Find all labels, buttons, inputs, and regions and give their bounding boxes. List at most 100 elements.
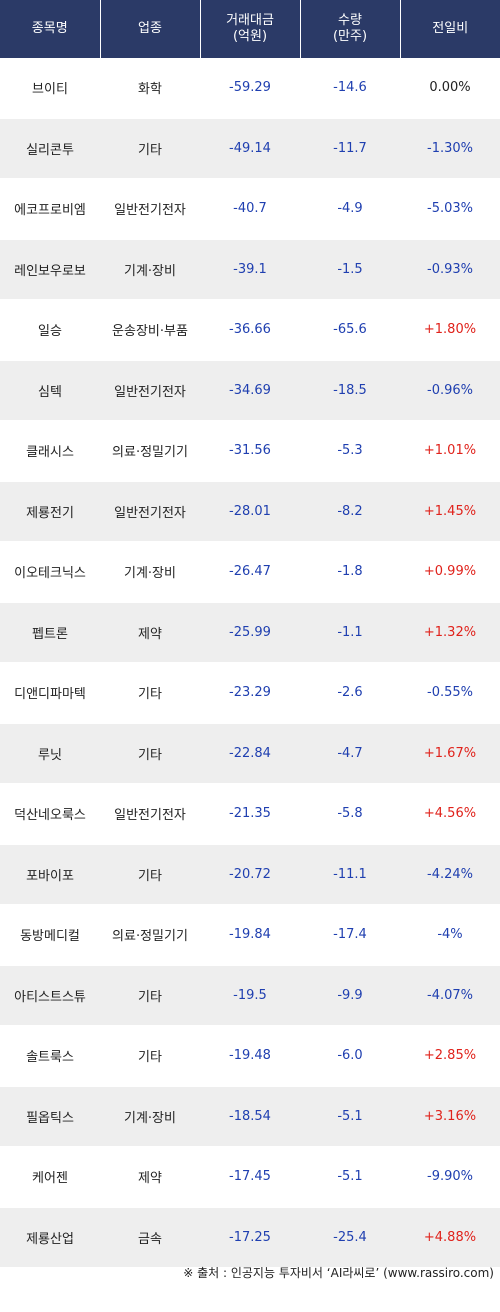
volume-cell: -11.1 <box>300 844 400 905</box>
table-row: 이오테크닉스 기계·장비 -26.47 -1.8 +0.99% <box>0 541 500 603</box>
stock-name-cell: 펩트론 <box>0 602 100 663</box>
sector-cell: 운송장비·부품 <box>100 299 200 361</box>
amount-cell: -22.84 <box>200 723 300 784</box>
sector-cell: 제약 <box>100 602 200 663</box>
stock-name-cell: 이오테크닉스 <box>0 541 100 603</box>
amount-cell: -21.35 <box>200 783 300 845</box>
table-row: 에코프로비엠 일반전기전자 -40.7 -4.9 -5.03% <box>0 178 500 240</box>
stock-name-cell: 실리콘투 <box>0 118 100 179</box>
stock-name-cell: 디앤디파마텍 <box>0 662 100 724</box>
sector-cell: 일반전기전자 <box>100 178 200 240</box>
volume-cell: -1.1 <box>300 602 400 663</box>
amount-cell: -36.66 <box>200 299 300 361</box>
sector-cell: 기타 <box>100 1025 200 1087</box>
sector-cell: 기타 <box>100 118 200 179</box>
amount-cell: -26.47 <box>200 541 300 603</box>
amount-cell: -19.48 <box>200 1025 300 1087</box>
sector-cell: 화학 <box>100 58 200 119</box>
volume-cell: -5.8 <box>300 783 400 845</box>
amount-cell: -28.01 <box>200 481 300 542</box>
table-row: 클래시스 의료·정밀기기 -31.56 -5.3 +1.01% <box>0 420 500 482</box>
amount-cell: -23.29 <box>200 662 300 724</box>
volume-cell: -2.6 <box>300 662 400 724</box>
change-cell: 0.00% <box>400 58 500 119</box>
change-cell: -0.93% <box>400 239 500 300</box>
sector-cell: 제약 <box>100 1146 200 1208</box>
sector-cell: 기타 <box>100 844 200 905</box>
volume-cell: -5.1 <box>300 1086 400 1147</box>
header-amount-line1: 거래대금 <box>226 13 274 28</box>
volume-cell: -11.7 <box>300 118 400 179</box>
stock-name-cell: 루닛 <box>0 723 100 784</box>
amount-cell: -17.25 <box>200 1207 300 1268</box>
volume-cell: -6.0 <box>300 1025 400 1087</box>
stock-name-cell: 필옵틱스 <box>0 1086 100 1147</box>
sector-cell: 기계·장비 <box>100 541 200 603</box>
table-row: 디앤디파마텍 기타 -23.29 -2.6 -0.55% <box>0 662 500 724</box>
header-sector: 업종 <box>100 0 201 58</box>
sector-cell: 의료·정밀기기 <box>100 904 200 966</box>
table-row: 브이티 화학 -59.29 -14.6 0.00% <box>0 58 500 119</box>
table-row: 케어젠 제약 -17.45 -5.1 -9.90% <box>0 1146 500 1208</box>
change-cell: -4.07% <box>400 965 500 1026</box>
change-cell: +1.45% <box>400 481 500 542</box>
stock-name-cell: 심텍 <box>0 360 100 421</box>
stock-name-cell: 덕산네오룩스 <box>0 783 100 845</box>
sector-cell: 기타 <box>100 965 200 1026</box>
volume-cell: -4.9 <box>300 178 400 240</box>
table-row: 펩트론 제약 -25.99 -1.1 +1.32% <box>0 602 500 663</box>
change-cell: -0.55% <box>400 662 500 724</box>
volume-cell: -4.7 <box>300 723 400 784</box>
amount-cell: -17.45 <box>200 1146 300 1208</box>
table-row: 동방메디컬 의료·정밀기기 -19.84 -17.4 -4% <box>0 904 500 966</box>
table-row: 포바이포 기타 -20.72 -11.1 -4.24% <box>0 844 500 905</box>
sector-cell: 의료·정밀기기 <box>100 420 200 482</box>
volume-cell: -1.5 <box>300 239 400 300</box>
stock-name-cell: 브이티 <box>0 58 100 119</box>
header-volume-line1: 수량 <box>338 13 362 28</box>
amount-cell: -31.56 <box>200 420 300 482</box>
volume-cell: -5.1 <box>300 1146 400 1208</box>
change-cell: -0.96% <box>400 360 500 421</box>
stock-table: 종목명 업종 거래대금 (억원) 수량 (만주) 전일비 브이티 화학 -59.29… <box>0 0 500 1268</box>
stock-name-cell: 포바이포 <box>0 844 100 905</box>
volume-cell: -8.2 <box>300 481 400 542</box>
table-row: 실리콘투 기타 -49.14 -11.7 -1.30% <box>0 118 500 179</box>
table-row: 심텍 일반전기전자 -34.69 -18.5 -0.96% <box>0 360 500 421</box>
header-amount: 거래대금 (억원) <box>200 0 301 58</box>
change-cell: -5.03% <box>400 178 500 240</box>
volume-cell: -14.6 <box>300 58 400 119</box>
table-row: 제룡전기 일반전기전자 -28.01 -8.2 +1.45% <box>0 481 500 542</box>
sector-cell: 기타 <box>100 723 200 784</box>
change-cell: +4.56% <box>400 783 500 845</box>
header-change: 전일비 <box>400 0 500 58</box>
sector-cell: 기타 <box>100 662 200 724</box>
table-row: 필옵틱스 기계·장비 -18.54 -5.1 +3.16% <box>0 1086 500 1147</box>
stock-name-cell: 클래시스 <box>0 420 100 482</box>
amount-cell: -19.5 <box>200 965 300 1026</box>
source-footer: ※ 출처 : 인공지능 투자비서 ‘AI라씨로’ (www.rassiro.co… <box>183 1266 494 1280</box>
sector-cell: 기계·장비 <box>100 239 200 300</box>
change-cell: +4.88% <box>400 1207 500 1268</box>
volume-cell: -17.4 <box>300 904 400 966</box>
table-header: 종목명 업종 거래대금 (억원) 수량 (만주) 전일비 <box>0 0 500 58</box>
change-cell: -4% <box>400 904 500 966</box>
change-cell: +1.80% <box>400 299 500 361</box>
table-row: 솔트룩스 기타 -19.48 -6.0 +2.85% <box>0 1025 500 1087</box>
change-cell: +0.99% <box>400 541 500 603</box>
amount-cell: -39.1 <box>200 239 300 300</box>
volume-cell: -1.8 <box>300 541 400 603</box>
header-amount-line2: (억원) <box>232 29 268 44</box>
amount-cell: -20.72 <box>200 844 300 905</box>
amount-cell: -49.14 <box>200 118 300 179</box>
header-name: 종목명 <box>0 0 101 58</box>
sector-cell: 일반전기전자 <box>100 360 200 421</box>
sector-cell: 기계·장비 <box>100 1086 200 1147</box>
table-row: 일승 운송장비·부품 -36.66 -65.6 +1.80% <box>0 299 500 361</box>
change-cell: -4.24% <box>400 844 500 905</box>
volume-cell: -65.6 <box>300 299 400 361</box>
stock-name-cell: 제룡산업 <box>0 1207 100 1268</box>
amount-cell: -25.99 <box>200 602 300 663</box>
table-body: 브이티 화학 -59.29 -14.6 0.00% 실리콘투 기타 -49.14 -11.7 -1… <box>0 58 500 1268</box>
stock-name-cell: 케어젠 <box>0 1146 100 1208</box>
